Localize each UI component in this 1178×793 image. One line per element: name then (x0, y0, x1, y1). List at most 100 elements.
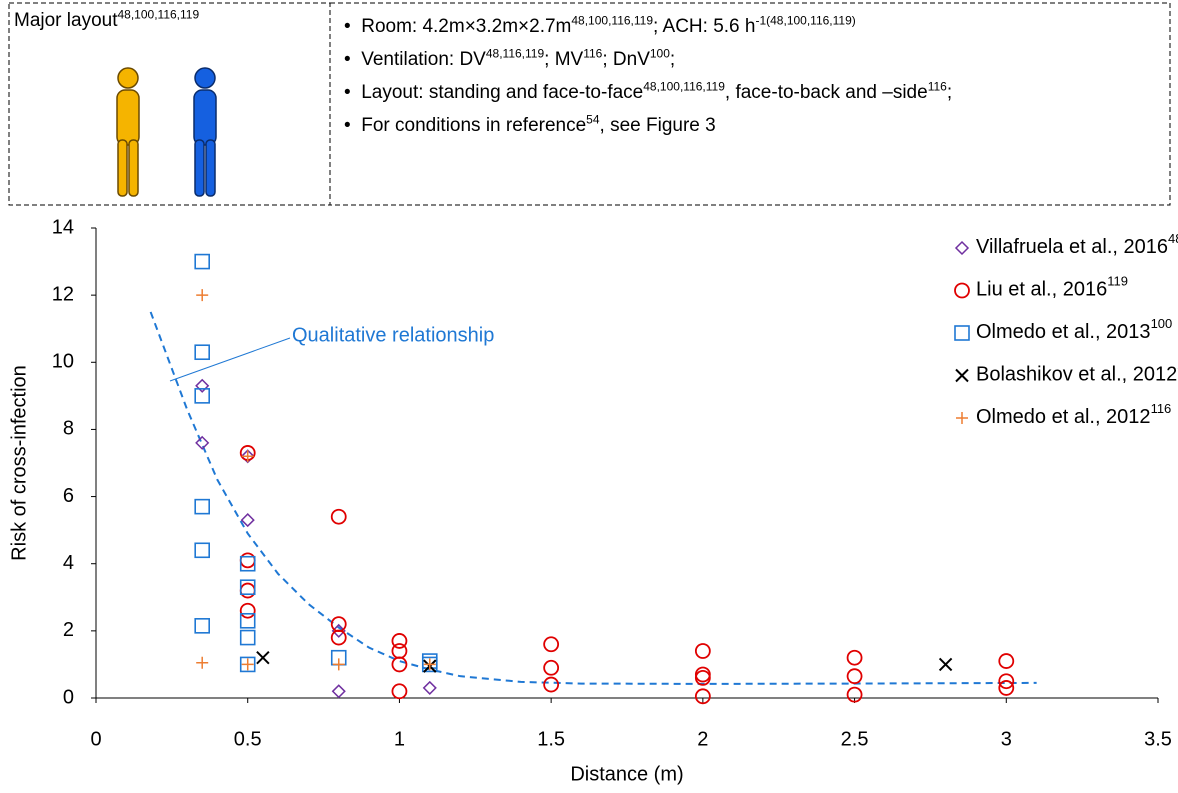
text-run: ; MV (544, 49, 584, 70)
point (239, 629, 256, 646)
conditions-list: • Room: 4.2m×3.2m×2.7m48,100,116,119; AC… (340, 10, 1130, 142)
point (194, 388, 210, 404)
text-run: ; ACH: 5.6 h (653, 16, 756, 37)
point (331, 684, 346, 699)
point (195, 435, 210, 450)
point (239, 656, 256, 673)
legend-name: Villafruela et al., 2016 (976, 236, 1168, 258)
x-tick-label: 2 (697, 728, 708, 750)
person-blue (193, 67, 217, 197)
legend-label: Villafruela et al., 201648 (976, 231, 1178, 258)
point (330, 508, 347, 525)
y-axis-title: Risk of cross-infection (8, 365, 30, 561)
point (256, 651, 270, 665)
point (421, 656, 438, 673)
annotation: Qualitative relationship (292, 324, 494, 346)
superscript: 48,100,116,119 (117, 7, 200, 22)
superscript: 48,116,119 (485, 46, 545, 61)
point (241, 450, 254, 463)
y-tick-label: 10 (52, 351, 74, 373)
legend-marker (955, 368, 969, 383)
bullet-item: • Room: 4.2m×3.2m×2.7m48,100,116,119; AC… (344, 13, 856, 37)
point (998, 680, 1015, 696)
point (391, 633, 408, 649)
text-run: Major layout (14, 10, 118, 31)
x-tick-label: 1.5 (537, 728, 565, 750)
y-tick-label: 4 (63, 552, 74, 574)
legend-name: Olmedo et al., 2013 (976, 321, 1151, 343)
point (330, 629, 347, 646)
point (391, 643, 408, 659)
x-tick-label: 3 (1001, 728, 1012, 750)
point (694, 688, 711, 705)
point (196, 656, 209, 669)
series (196, 289, 436, 671)
point (194, 253, 210, 270)
legend-marker (954, 240, 970, 256)
trend-line (149, 311, 1037, 685)
y-tick-label: 2 (63, 619, 74, 641)
series (194, 253, 438, 673)
legend-marker (954, 325, 970, 341)
text-run: , see Figure 3 (599, 115, 716, 136)
point (239, 582, 256, 599)
y-tick-label: 0 (63, 686, 74, 708)
text-run: Room: 4.2m×3.2m×2.7m (361, 16, 572, 37)
point (422, 680, 437, 695)
point (846, 668, 863, 685)
conditions-box (329, 2, 1171, 206)
point (846, 649, 863, 666)
point (241, 658, 254, 671)
text-run: Layout: standing and face-to-face (361, 82, 644, 103)
legend-sup: 100 (1151, 316, 1173, 331)
x-tick-label: 3.5 (1144, 728, 1172, 750)
legend-label: Bolashikov et al., 201254 (976, 359, 1178, 386)
series (239, 445, 1015, 705)
legend-label: Olmedo et al., 2012116 (976, 401, 1171, 428)
point (196, 289, 209, 302)
point (239, 612, 256, 629)
bullet-item: • Ventilation: DV48,116,119; MV116; DnV1… (344, 46, 676, 70)
point (240, 513, 255, 528)
superscript: -1(48,100,116,119) (755, 13, 856, 28)
legend-label: Olmedo et al., 2013100 (976, 316, 1172, 343)
text-run: ; (946, 82, 953, 103)
legend-sup: 119 (1107, 274, 1128, 289)
legend-sup: 48 (1168, 231, 1178, 246)
point (543, 659, 560, 676)
superscript: 54 (586, 112, 600, 127)
text-run: ; (669, 49, 676, 70)
layout-box (8, 2, 331, 206)
point (423, 658, 436, 671)
point (194, 498, 210, 515)
annotation-leader (169, 337, 291, 382)
point (239, 555, 256, 572)
point (694, 666, 711, 683)
point (332, 658, 345, 671)
point (240, 449, 255, 464)
superscript: 116 (583, 46, 603, 61)
legend-name: Liu et al., 2016 (976, 279, 1107, 301)
series (195, 378, 437, 699)
legend-marker (954, 282, 970, 299)
text-run: For conditions in reference (361, 115, 587, 136)
legend-name: Olmedo et al., 2012 (976, 406, 1151, 428)
point (938, 657, 953, 672)
point (998, 673, 1015, 690)
point (194, 344, 210, 361)
point (239, 579, 256, 596)
x-tick-label: 0.5 (234, 728, 262, 750)
y-tick-label: 6 (63, 485, 74, 507)
text-run: Ventilation: DV (361, 49, 486, 70)
bullet-item: • Layout: standing and face-to-face48,10… (344, 79, 953, 103)
legend-name: Bolashikov et al., 2012 (976, 364, 1177, 386)
person-yellow (116, 67, 140, 197)
y-tick-label: 8 (63, 418, 74, 440)
text-run: , face-to-back and –side (724, 82, 928, 103)
bullet-item: • For conditions in reference54, see Fig… (344, 112, 716, 136)
point (543, 636, 560, 653)
legend-marker (956, 412, 968, 424)
y-tick-label: 12 (52, 283, 74, 305)
